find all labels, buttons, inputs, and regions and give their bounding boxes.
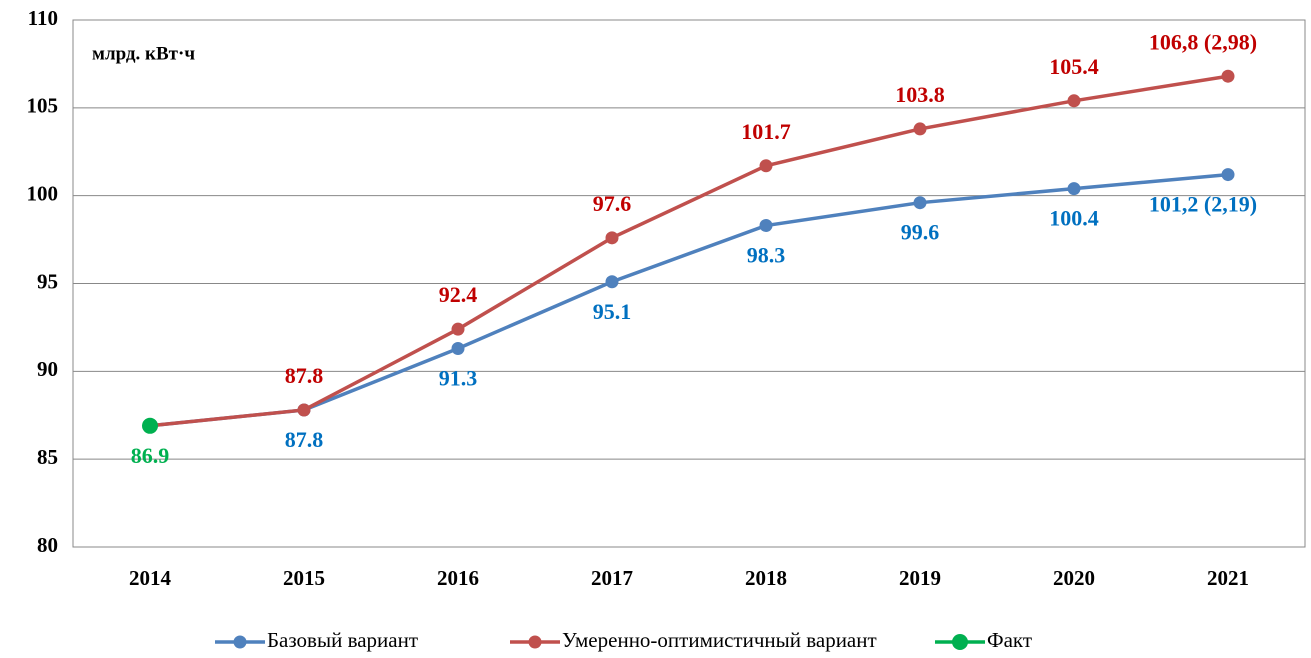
legend-item: Факт: [935, 628, 1032, 652]
x-tick-label: 2014: [129, 566, 172, 590]
data-label: 97.6: [593, 191, 632, 216]
data-point: [451, 341, 465, 355]
legend-swatch-marker: [233, 635, 247, 649]
legend-item: Базовый вариант: [215, 628, 418, 652]
legend-label: Умеренно-оптимистичный вариант: [562, 628, 877, 652]
y-tick-label: 80: [37, 533, 58, 557]
data-point: [605, 275, 619, 289]
data-point: [1221, 69, 1235, 83]
y-tick-label: 100: [27, 181, 59, 205]
data-point: [142, 417, 158, 434]
y-tick-label: 105: [27, 94, 59, 118]
data-label: 101.7: [741, 119, 791, 144]
x-tick-label: 2020: [1053, 566, 1095, 590]
data-point: [451, 322, 465, 336]
data-point: [1067, 182, 1081, 196]
legend-label: Факт: [987, 628, 1032, 652]
data-point: [1221, 168, 1235, 182]
y-tick-label: 110: [28, 6, 58, 30]
data-label: 100.4: [1049, 206, 1099, 231]
x-tick-label: 2018: [745, 566, 787, 590]
legend-item: Умеренно-оптимистичный вариант: [510, 628, 877, 652]
x-tick-label: 2019: [899, 566, 941, 590]
x-tick-label: 2015: [283, 566, 325, 590]
data-point: [759, 219, 773, 233]
x-tick-label: 2021: [1207, 566, 1249, 590]
data-point: [913, 196, 927, 210]
x-tick-label: 2016: [437, 566, 479, 590]
data-label: 99.6: [901, 220, 940, 245]
series-line: [149, 74, 1229, 428]
unit-label: млрд. кВт·ч: [92, 43, 195, 64]
legend-swatch-marker: [952, 634, 968, 650]
data-point: [297, 403, 311, 417]
data-label: 98.3: [747, 243, 786, 268]
data-point: [1067, 94, 1081, 108]
data-label: 91.3: [439, 366, 478, 391]
data-label: 86.9: [131, 443, 170, 468]
data-label: 101,2 (2,19): [1149, 192, 1257, 217]
data-label: 87.8: [285, 363, 324, 388]
legend-swatch-marker: [528, 635, 542, 649]
data-label: 95.1: [593, 299, 632, 324]
data-point: [605, 231, 619, 245]
y-tick-label: 85: [37, 445, 58, 469]
x-tick-label: 2017: [591, 566, 633, 590]
data-label: 103.8: [895, 82, 945, 107]
series-line: [149, 172, 1229, 428]
data-point: [913, 122, 927, 136]
data-label: 106,8 (2,98): [1149, 29, 1257, 54]
data-label: 105.4: [1049, 54, 1099, 79]
data-label: 87.8: [285, 427, 324, 452]
legend-label: Базовый вариант: [267, 628, 418, 652]
data-point: [759, 159, 773, 173]
y-tick-label: 95: [37, 269, 58, 293]
data-label: 92.4: [439, 282, 478, 307]
y-tick-label: 90: [37, 357, 58, 381]
